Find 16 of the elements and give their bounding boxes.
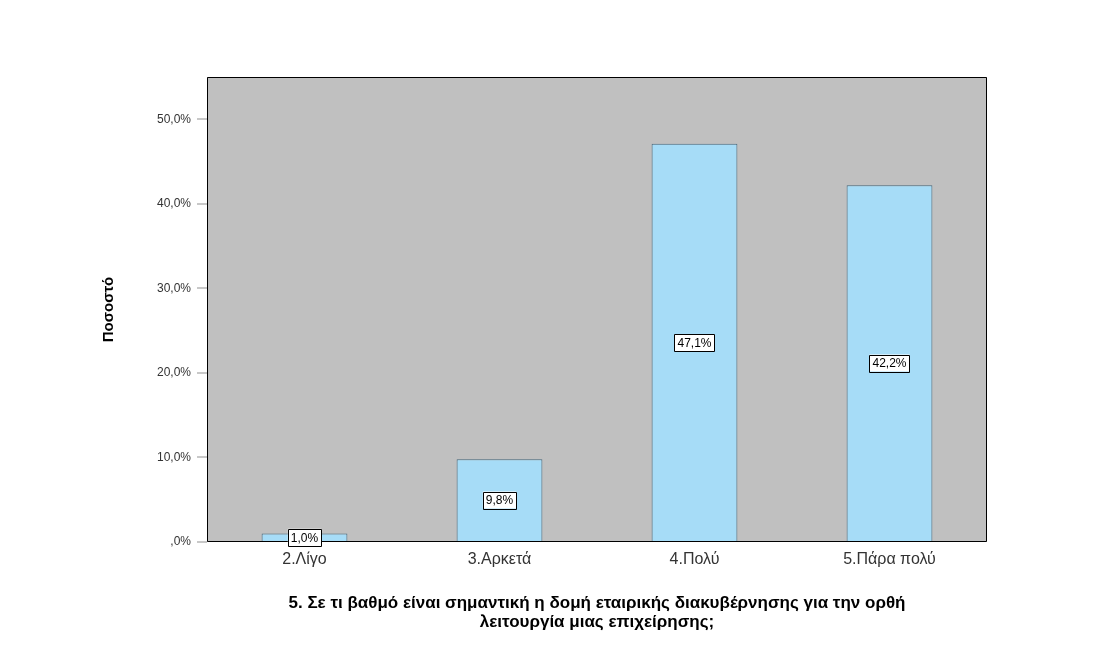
x-tick-label: 2.Λίγο	[282, 550, 327, 568]
x-tick-label: 3.Αρκετά	[467, 550, 532, 568]
y-tick-label: 10,0%	[156, 449, 192, 464]
y-tick-label: 20,0%	[156, 365, 192, 380]
y-tick-label: 40,0%	[156, 196, 192, 211]
data-label: 9,8%	[485, 493, 514, 508]
data-label: 47,1%	[677, 335, 712, 350]
x-axis-title: 5. Σε τι βαθμό είναι σημαντική η δομή εταιρικής διακυβέρνησης για την ορθή λειτουργία μιας επιχείρησης;	[287, 593, 907, 631]
x-tick-label: 4.Πολύ	[669, 550, 720, 568]
y-axis-title: Ποσοστό	[99, 276, 117, 343]
x-tick-label: 5.Πάρα πολύ	[843, 550, 936, 568]
data-label: 42,2%	[872, 356, 907, 371]
data-label: 1,0%	[290, 530, 319, 545]
y-tick-label: 30,0%	[156, 280, 192, 295]
y-tick-label: ,0%	[170, 534, 192, 549]
y-tick-label: 50,0%	[156, 111, 192, 126]
